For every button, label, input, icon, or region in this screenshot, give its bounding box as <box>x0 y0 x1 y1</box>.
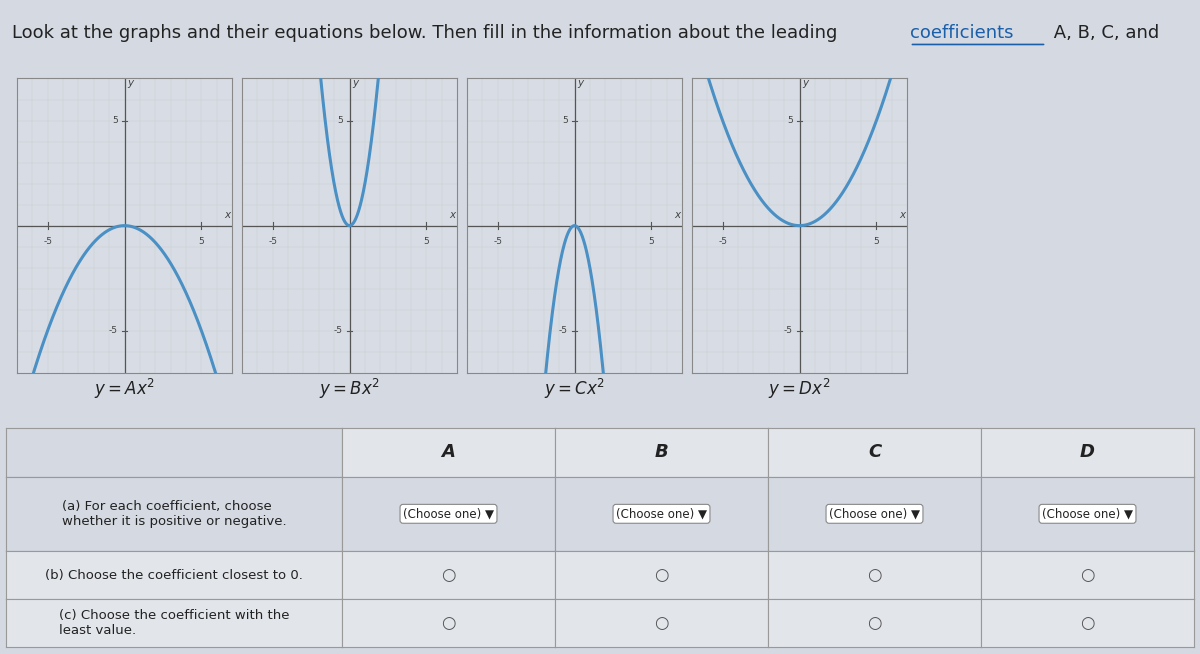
Text: x: x <box>450 210 456 220</box>
Text: ○: ○ <box>1080 566 1094 584</box>
Text: $y=Dx^2$: $y=Dx^2$ <box>768 377 830 401</box>
Text: 5: 5 <box>112 116 118 125</box>
Text: -5: -5 <box>334 326 342 336</box>
Text: (c) Choose the coefficient with the
least value.: (c) Choose the coefficient with the leas… <box>59 610 289 638</box>
Text: ○: ○ <box>654 614 668 632</box>
Text: x: x <box>224 210 230 220</box>
Text: -5: -5 <box>558 326 568 336</box>
Text: A: A <box>442 443 456 462</box>
Text: D: D <box>1080 443 1094 462</box>
Text: y: y <box>127 78 133 88</box>
Text: ○: ○ <box>654 566 668 584</box>
Text: -5: -5 <box>268 237 277 246</box>
Text: y: y <box>577 78 583 88</box>
Text: x: x <box>674 210 680 220</box>
Text: 5: 5 <box>198 237 204 246</box>
Text: 5: 5 <box>424 237 430 246</box>
Text: ○: ○ <box>442 614 456 632</box>
Text: 5: 5 <box>787 116 792 125</box>
Text: -5: -5 <box>718 237 727 246</box>
Text: x: x <box>900 210 906 220</box>
Text: ○: ○ <box>868 566 882 584</box>
Text: $y=Bx^2$: $y=Bx^2$ <box>319 377 380 401</box>
Text: -5: -5 <box>784 326 792 336</box>
Text: 5: 5 <box>874 237 880 246</box>
Text: B: B <box>655 443 668 462</box>
Text: (Choose one) ▼: (Choose one) ▼ <box>829 508 920 521</box>
Text: A, B, C, and: A, B, C, and <box>1048 24 1159 42</box>
Text: C: C <box>868 443 881 462</box>
Text: (Choose one) ▼: (Choose one) ▼ <box>403 508 494 521</box>
Text: -5: -5 <box>493 237 502 246</box>
Text: -5: -5 <box>43 237 52 246</box>
Text: y: y <box>802 78 808 88</box>
Text: (Choose one) ▼: (Choose one) ▼ <box>616 508 707 521</box>
Text: ○: ○ <box>442 566 456 584</box>
Text: 5: 5 <box>562 116 568 125</box>
Text: coefficients: coefficients <box>910 24 1013 42</box>
Text: -5: -5 <box>108 326 118 336</box>
Text: $y=Ax^2$: $y=Ax^2$ <box>94 377 155 401</box>
Text: 5: 5 <box>337 116 342 125</box>
Text: (Choose one) ▼: (Choose one) ▼ <box>1042 508 1133 521</box>
Text: $y=Cx^2$: $y=Cx^2$ <box>544 377 605 401</box>
Text: (a) For each coefficient, choose
whether it is positive or negative.: (a) For each coefficient, choose whether… <box>61 500 287 528</box>
Text: y: y <box>352 78 358 88</box>
Text: (b) Choose the coefficient closest to 0.: (b) Choose the coefficient closest to 0. <box>46 569 302 581</box>
Text: Look at the graphs and their equations below. Then fill in the information about: Look at the graphs and their equations b… <box>12 24 844 42</box>
Text: ○: ○ <box>1080 614 1094 632</box>
Text: ○: ○ <box>868 614 882 632</box>
Text: 5: 5 <box>648 237 654 246</box>
